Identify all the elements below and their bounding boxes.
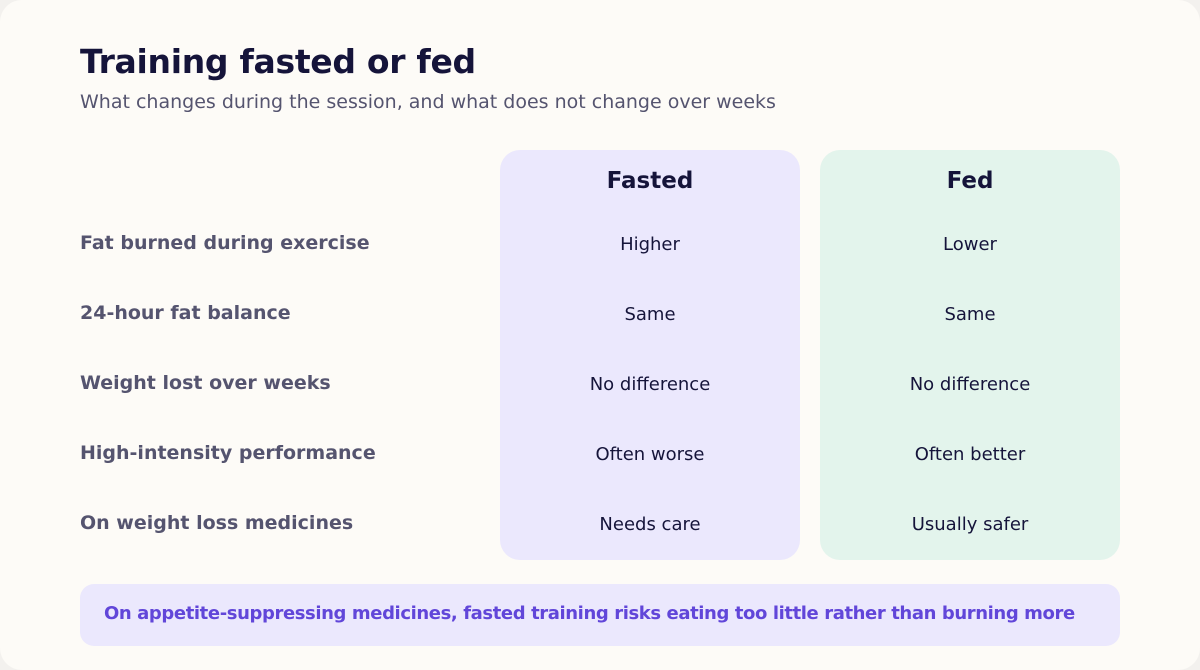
cell-fed-fat-burned: Lower bbox=[943, 234, 997, 255]
cell-fed-weight-lost: No difference bbox=[909, 374, 1031, 395]
cell-fasted-fat-burned: Higher bbox=[620, 234, 680, 255]
fed-column-panel bbox=[820, 150, 1120, 560]
column-header-fed: Fed bbox=[946, 168, 994, 194]
cell-fasted-weight-loss-medicines: Needs care bbox=[599, 514, 701, 535]
cell-fed-weight-loss-medicines: Usually safer bbox=[911, 514, 1029, 535]
cell-fed-24h-fat-balance: Same bbox=[944, 304, 996, 325]
fasted-column-panel bbox=[500, 150, 800, 560]
cell-fasted-high-intensity: Often worse bbox=[595, 444, 705, 465]
row-label-24h-fat-balance: 24-hour fat balance bbox=[80, 302, 291, 324]
page-subtitle: What changes during the session, and wha… bbox=[80, 91, 776, 113]
column-header-fasted: Fasted bbox=[606, 168, 694, 194]
row-label-weight-lost: Weight lost over weeks bbox=[80, 372, 331, 394]
row-label-weight-loss-medicines: On weight loss medicines bbox=[80, 512, 354, 534]
callout-box bbox=[80, 584, 1120, 646]
row-label-fat-burned: Fat burned during exercise bbox=[80, 232, 370, 254]
cell-fed-high-intensity: Often better bbox=[914, 444, 1026, 465]
cell-fasted-24h-fat-balance: Same bbox=[624, 304, 676, 325]
callout-text: On appetite-suppressing medicines, faste… bbox=[104, 603, 1075, 624]
row-label-high-intensity: High-intensity performance bbox=[80, 442, 376, 464]
page-title: Training fasted or fed bbox=[80, 42, 476, 81]
cell-fasted-weight-lost: No difference bbox=[589, 374, 711, 395]
